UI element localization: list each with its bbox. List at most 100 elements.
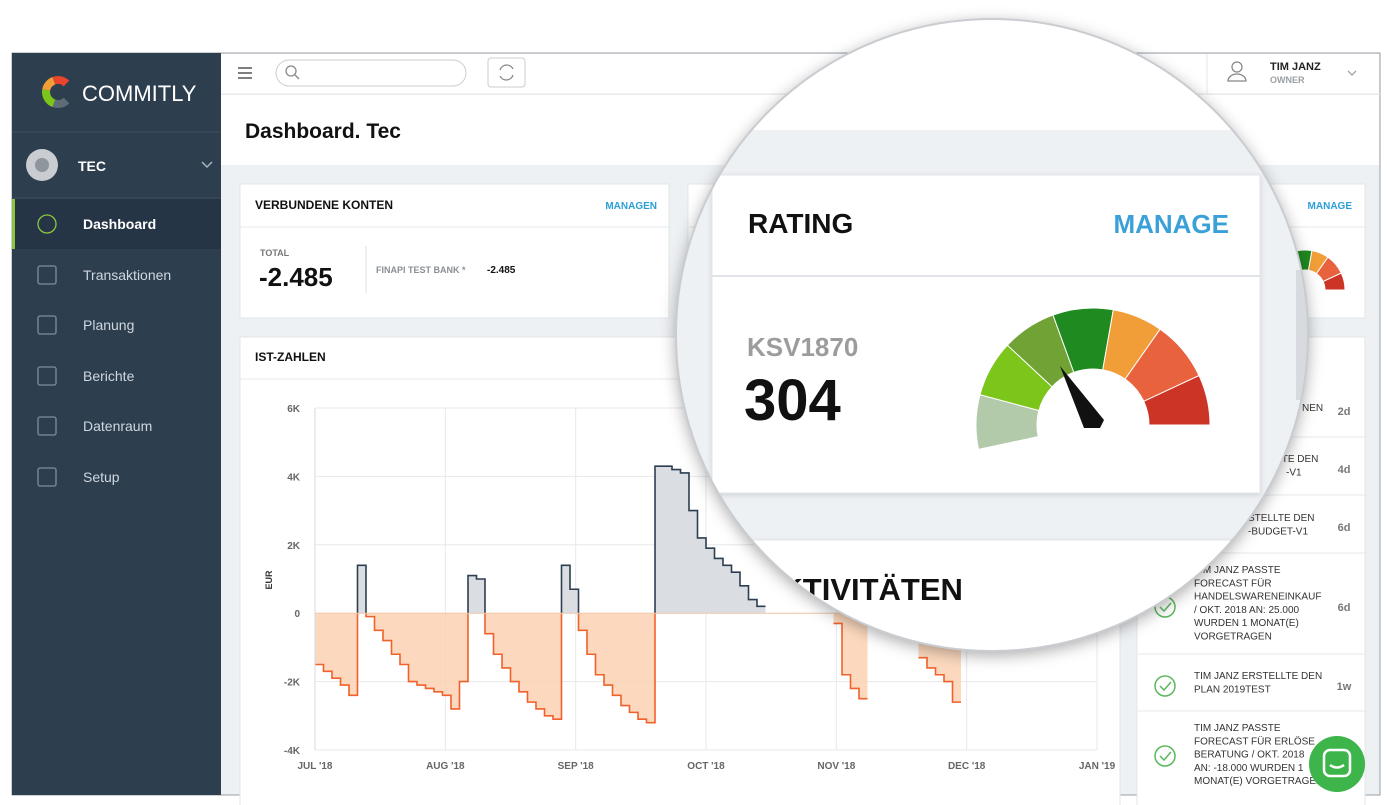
gauge-needle xyxy=(1060,366,1104,428)
activity-text: FORECAST FÜR xyxy=(1194,577,1272,589)
nav-icon xyxy=(37,366,57,386)
x-tick-label: NOV '18 xyxy=(817,761,855,772)
nav-item[interactable]: Dashboard xyxy=(83,216,156,232)
area-below xyxy=(315,613,655,723)
card-edge xyxy=(1296,270,1308,400)
activity-text: -BUDGET-V1 xyxy=(1248,526,1308,537)
x-tick-label: AUG '18 xyxy=(426,761,465,772)
logo-arc xyxy=(52,76,70,87)
x-tick-label: DEC '18 xyxy=(948,761,986,772)
user-role: OWNER xyxy=(1270,75,1305,85)
y-tick-label: 6K xyxy=(287,404,301,415)
activity-text: PLAN 2019TEST xyxy=(1194,684,1271,695)
card-title: VERBUNDENE KONTEN xyxy=(255,198,393,212)
logo-arc xyxy=(42,76,56,92)
user-icon xyxy=(1231,61,1243,73)
activity-text: TIM JANZ PASSTE xyxy=(1194,565,1281,576)
activity-time: 1w xyxy=(1337,681,1352,693)
nav-icon xyxy=(37,214,57,234)
chat-icon xyxy=(1329,763,1345,769)
user-chevron[interactable] xyxy=(1347,70,1357,76)
company-avatar-inner xyxy=(35,158,49,172)
y-tick-label: 0 xyxy=(294,609,300,620)
activity-time: 6d xyxy=(1338,602,1351,614)
line-above xyxy=(356,465,766,614)
activity-text: FORECAST FÜR ERLÖSE xyxy=(1194,735,1315,747)
activity-text: VORGETRAGEN xyxy=(1194,632,1272,643)
check-icon xyxy=(1159,602,1172,613)
total-value: -2.485 xyxy=(259,262,333,292)
company-chevron[interactable] xyxy=(201,161,213,169)
logo-arc xyxy=(42,89,56,108)
y-tick-label: 2K xyxy=(287,541,301,552)
menu-button[interactable] xyxy=(238,67,252,79)
activity-time: 2d xyxy=(1338,406,1351,418)
y-tick-label: 4K xyxy=(287,472,301,483)
gauge-segment xyxy=(1143,374,1211,426)
nav-icon xyxy=(37,467,57,487)
check-icon xyxy=(1159,751,1172,762)
activity-time: 6d xyxy=(1338,522,1351,534)
activity-text: BERATUNG / OKT. 2018 xyxy=(1194,750,1305,761)
nav-active-bg xyxy=(12,199,221,249)
bank-name: FINAPI TEST BANK * xyxy=(376,265,466,275)
user-icon xyxy=(1227,73,1247,82)
check-icon xyxy=(1154,745,1176,767)
manage-link[interactable]: MANAGEN xyxy=(605,201,657,212)
x-tick-label: JAN '19 xyxy=(1079,761,1116,772)
nav-item[interactable]: Transaktionen xyxy=(83,267,171,283)
nav-icon xyxy=(37,416,57,436)
search-box[interactable] xyxy=(275,59,467,87)
refresh-icon xyxy=(499,64,514,81)
area-above xyxy=(357,466,766,614)
rating-gauge xyxy=(975,307,1211,450)
chart-title: IST-ZAHLEN xyxy=(255,350,326,364)
search-icon xyxy=(285,65,297,77)
manage-link[interactable]: MANAGE xyxy=(1308,201,1353,212)
line-below xyxy=(833,622,868,700)
chat-icon xyxy=(1322,748,1352,778)
check-icon xyxy=(1154,675,1176,697)
y-axis-label: EUR xyxy=(264,570,274,590)
activity-text: NEN xyxy=(1302,403,1323,414)
logo xyxy=(42,76,70,108)
activity-text: HANDELSWARENEINKAUF xyxy=(1194,592,1321,603)
bank-balance: -2.485 xyxy=(487,265,516,276)
nav-icon xyxy=(37,315,57,335)
activity-text: ERTE DEN xyxy=(1268,454,1318,465)
page-title: Dashboard. Tec xyxy=(245,120,401,143)
x-tick-label: OCT '18 xyxy=(687,761,725,772)
line-below xyxy=(315,613,656,724)
rating-agency: KSV1870 xyxy=(747,332,858,362)
gauge-segment xyxy=(1322,272,1346,291)
brand: COMMITLY xyxy=(82,81,197,106)
y-tick-label: -2K xyxy=(284,678,301,689)
user-name[interactable]: TIM JANZ xyxy=(1270,61,1321,73)
refresh-button[interactable] xyxy=(487,57,526,88)
manage-link[interactable]: MANAGE xyxy=(1113,209,1229,239)
x-tick-label: JUL '18 xyxy=(298,761,333,772)
nav-item[interactable]: Datenraum xyxy=(83,418,152,434)
activity-text: MONAT(E) VORGETRAGEN xyxy=(1194,776,1323,787)
search-icon xyxy=(294,74,300,80)
activity-text: STELLTE DEN xyxy=(1248,513,1315,524)
nav: Dashboard Transaktionen Planung Berichte Dat… xyxy=(37,214,171,487)
activity-text: WURDEN 1 MONAT(E) xyxy=(1194,618,1299,629)
nav-item[interactable]: Setup xyxy=(83,469,120,485)
nav-icon xyxy=(37,265,57,285)
nav-active-bar xyxy=(12,199,15,249)
total-label: TOTAL xyxy=(260,248,290,258)
chat-button[interactable] xyxy=(1309,736,1365,792)
rating-score: 304 xyxy=(744,368,841,433)
logo-arc xyxy=(52,97,70,108)
accounts-card xyxy=(239,183,670,319)
company-name[interactable]: TEC xyxy=(78,158,106,174)
nav-item[interactable]: Planung xyxy=(83,317,134,333)
magnifier-content: RATING MANAGE KSV1870 304 AKTIVITÄTEN xyxy=(676,19,1308,651)
chart: -4K -2K 0 2K 4K 6K JUL '18 AUG '18 SEP '18 OCT '1… xyxy=(284,404,1116,772)
nav-item[interactable]: Berichte xyxy=(83,368,135,384)
line-below xyxy=(918,656,961,703)
